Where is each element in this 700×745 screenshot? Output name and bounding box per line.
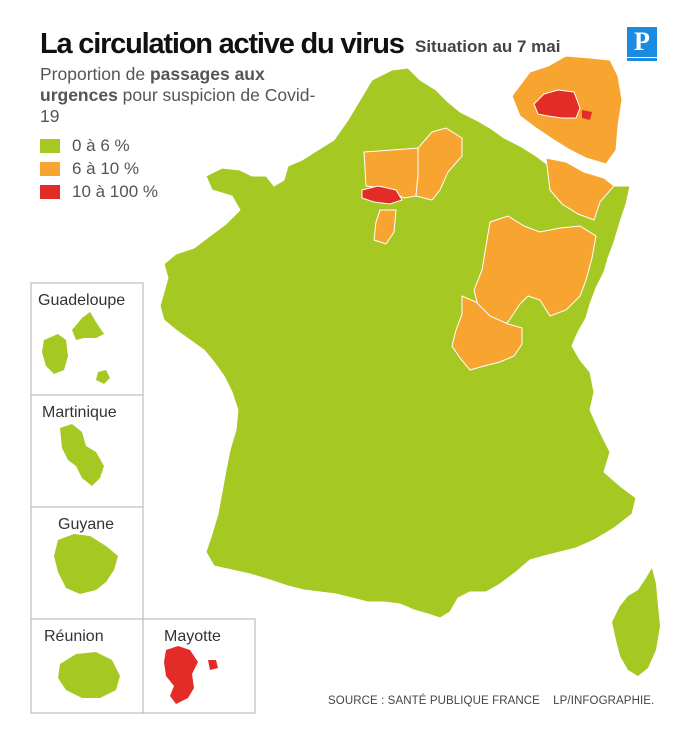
inset-label-martinique: Martinique xyxy=(42,404,117,421)
mayotte-shape xyxy=(164,646,218,704)
page-title: La circulation active du virus xyxy=(40,28,405,60)
legend-description-suffix: pour suspicion de Covid-19 xyxy=(40,85,316,126)
inset-label-guyane: Guyane xyxy=(58,516,114,533)
source-text: SOURCE : SANTÉ PUBLIQUE FRANCE xyxy=(328,695,540,707)
inset-frames xyxy=(30,282,256,714)
region-moselle-red-small xyxy=(582,110,592,120)
inset-label-guadeloupe: Guadeloupe xyxy=(38,292,125,309)
guyane-shape xyxy=(54,534,118,594)
legend-label-high: 10 à 100 % xyxy=(72,181,159,201)
legend-description-bold: passages aux urgences xyxy=(40,64,265,105)
legend-item-low: 0 à 6 % xyxy=(40,134,158,157)
legend-swatch-red xyxy=(40,184,60,199)
legend-swatch-green xyxy=(40,138,60,153)
source-credit: LP/INFOGRAPHIE. xyxy=(553,695,655,707)
region-seine-et-marne xyxy=(373,209,397,245)
inset-label-mayotte: Mayotte xyxy=(164,628,221,645)
corsica xyxy=(612,568,660,676)
region-moselle-red xyxy=(533,89,581,119)
region-cote-dor xyxy=(451,295,523,371)
region-vosges-alsace xyxy=(545,157,615,221)
reunion-shape xyxy=(58,652,120,698)
legend-label-low: 0 à 6 % xyxy=(72,135,130,155)
legend-description: Proportion de passages aux urgences pour… xyxy=(40,64,320,127)
region-marne-ardennes xyxy=(415,127,463,201)
legend-item-mid: 6 à 10 % xyxy=(40,157,158,180)
page-subtitle: Situation au 7 mai xyxy=(415,37,561,56)
legend: 0 à 6 % 6 à 10 % 10 à 100 % xyxy=(40,134,158,203)
legend-item-high: 10 à 100 % xyxy=(40,180,158,203)
source-line: SOURCE : SANTÉ PUBLIQUE FRANCE LP/INFOGR… xyxy=(328,695,654,707)
le-parisien-logo: P xyxy=(627,27,657,57)
logo-underline xyxy=(627,58,657,61)
region-paris xyxy=(361,185,403,205)
legend-label-mid: 6 à 10 % xyxy=(72,158,140,178)
guadeloupe-shape xyxy=(42,312,110,384)
legend-swatch-orange xyxy=(40,161,60,176)
legend-description-prefix: Proportion de xyxy=(40,64,150,84)
inset-label-reunion: Réunion xyxy=(44,628,104,645)
martinique-shape xyxy=(60,424,104,486)
region-aube-hautemarne xyxy=(473,215,597,327)
